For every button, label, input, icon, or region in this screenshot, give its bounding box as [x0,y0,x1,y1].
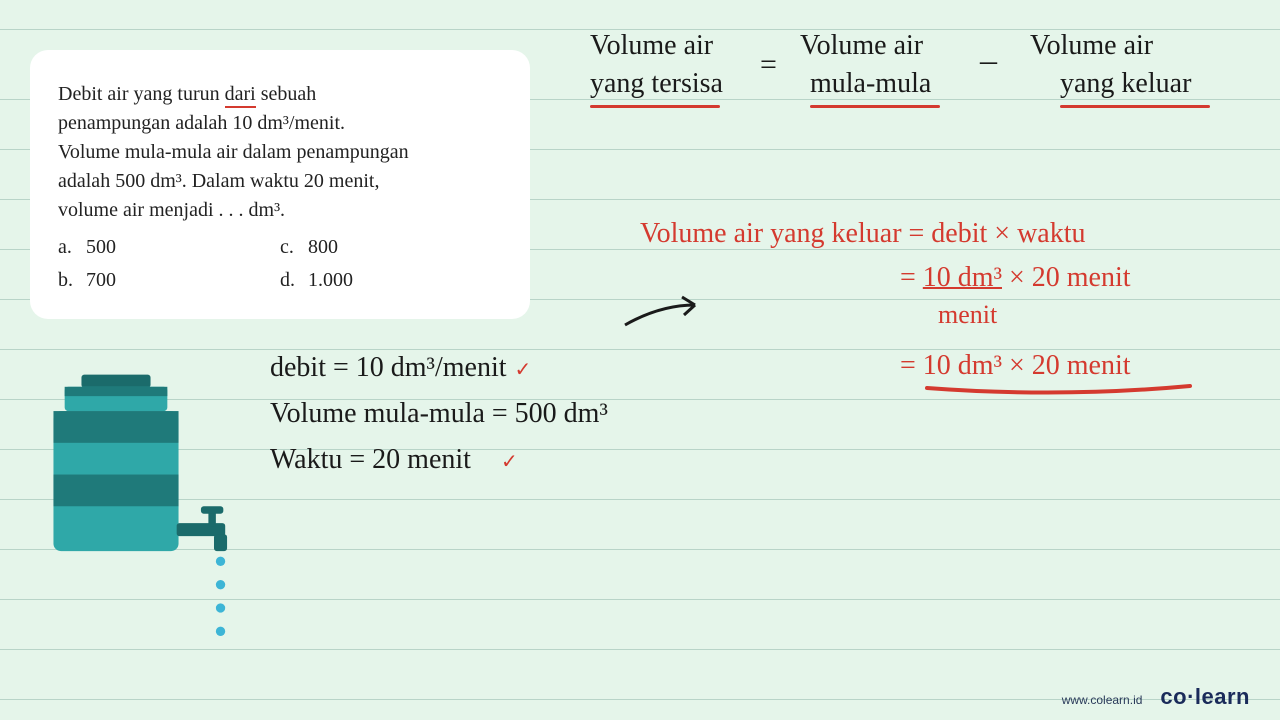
problem-text: Debit air yang turun dari sebuah penampu… [58,80,502,225]
brand-logo: co·learn [1160,684,1250,710]
water-tank-illustration [30,370,230,650]
answer-options: a.500 c.800 b.700 d.1.000 [58,231,502,297]
eq-volume-keluar: Volume air yang keluar = debit × waktu [640,218,1086,250]
eq-line2: = 10 dm³ × 20 menit [900,262,1131,294]
footer: www.colearn.id co·learn [1062,684,1250,710]
result-underline [925,382,1195,400]
option-b: b.700 [58,264,280,297]
eq-line2-denominator: menit [938,300,997,330]
checkmark-icon: ✓ [501,451,518,473]
eq-term1-bottom: yang tersisa [590,68,723,100]
eq-term3-top: Volume air [1030,30,1153,62]
eq-term2-top: Volume air [800,30,923,62]
option-a: a.500 [58,231,280,264]
checkmark-icon: ✓ [515,359,532,381]
option-c: c.800 [280,231,502,264]
eq-term3-bottom: yang keluar [1060,68,1191,100]
eq-equals: = [760,48,777,82]
footer-url: www.colearn.id [1062,693,1143,707]
problem-card: Debit air yang turun dari sebuah penampu… [30,50,530,319]
eq-term1-top: Volume air [590,30,713,62]
arrow-icon [620,295,710,335]
given-time: Waktu = 20 menit✓ [270,444,518,476]
eq-term2-bottom: mula-mula [810,68,931,100]
option-d: d.1.000 [280,264,502,297]
given-volume: Volume mula-mula = 500 dm³ [270,398,608,430]
given-debit: debit = 10 dm³/menit✓ [270,352,531,384]
eq-minus: – [980,42,997,80]
eq-line3: = 10 dm³ × 20 menit [900,350,1131,382]
